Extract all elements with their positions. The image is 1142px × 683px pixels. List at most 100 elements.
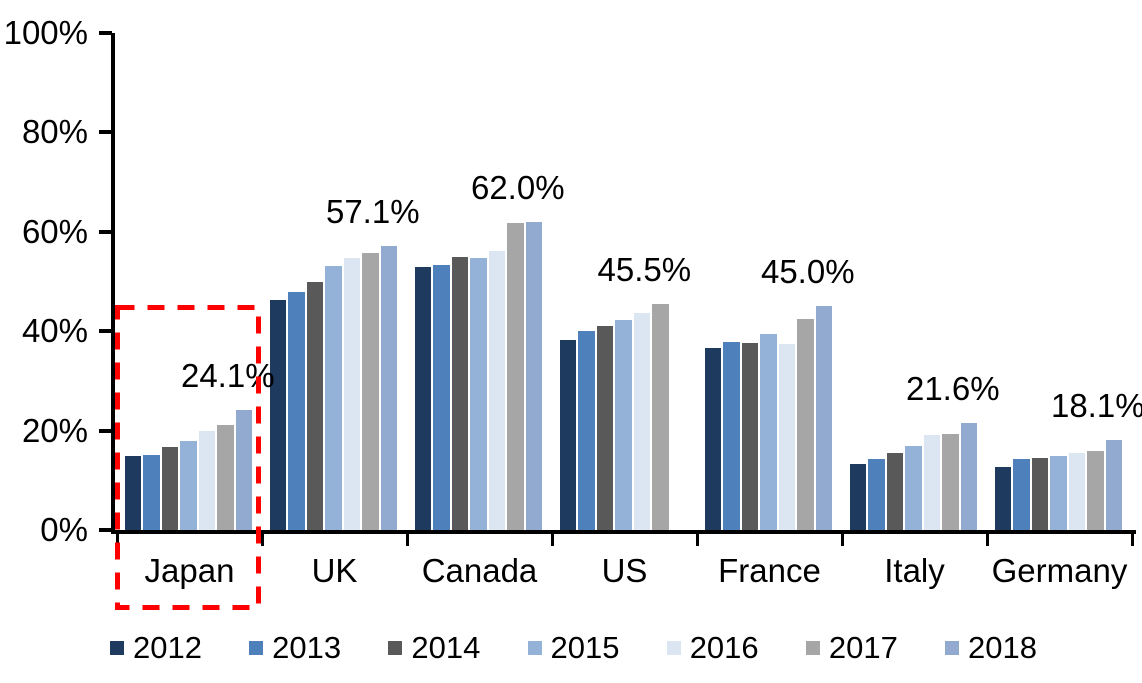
legend-item-2017: 2017	[805, 630, 898, 666]
data-label-italy: 21.6%	[905, 369, 1000, 407]
data-label-uk: 57.1%	[325, 193, 420, 231]
legend-swatch-icon	[945, 641, 960, 655]
data-label-germany: 18.1%	[1050, 387, 1142, 425]
legend-label: 2016	[689, 630, 759, 665]
bar-canada-2012	[415, 267, 432, 530]
legend-label: 2013	[272, 630, 342, 665]
bar-italy-2015	[905, 445, 922, 530]
legend-label: 2017	[828, 630, 898, 665]
y-tick-mark	[99, 130, 112, 135]
y-tick-label: 20%	[21, 411, 88, 449]
category-label-canada: Canada	[421, 552, 538, 589]
data-label-japan: 24.1%	[180, 357, 275, 395]
bar-uk-2014	[306, 281, 324, 530]
category-label-italy: Italy	[884, 552, 945, 589]
bar-japan-2013	[143, 455, 160, 530]
bar-italy-2013	[868, 458, 885, 530]
bar-france-2012	[705, 348, 722, 530]
bar-japan-2017	[217, 425, 234, 530]
legend-swatch-icon	[110, 641, 124, 655]
category-label-uk: UK	[311, 552, 358, 589]
bar-germany-2018	[1105, 440, 1122, 530]
x-axis-group-tick	[406, 532, 409, 546]
legend-label: 2012	[133, 630, 202, 665]
bar-japan-2014	[161, 446, 179, 530]
bar-france-2013	[723, 342, 740, 530]
y-axis-line	[111, 33, 115, 534]
legend-swatch-icon	[388, 641, 403, 655]
bar-uk-2013	[288, 291, 305, 530]
bar-canada-2014	[451, 257, 469, 530]
bar-france-2016	[778, 344, 796, 530]
data-label-us: 45.5%	[597, 250, 692, 288]
legend: 2012 2013 2014 2015 2016 2017 2018	[110, 628, 1037, 668]
y-tick-mark	[99, 31, 112, 35]
bar-germany-2017	[1087, 450, 1104, 530]
legend-label: 2015	[550, 630, 620, 665]
legend-swatch-icon	[666, 641, 681, 655]
legend-label: 2018	[968, 630, 1037, 665]
x-axis-group-tick	[551, 532, 554, 546]
bar-germany-2016	[1068, 453, 1086, 530]
bar-italy-2017	[942, 434, 959, 530]
category-label-us: US	[601, 552, 648, 589]
bar-japan-2015	[180, 440, 197, 530]
legend-label: 2014	[411, 630, 481, 665]
legend-item-2016: 2016	[666, 630, 759, 666]
category-label-japan: Japan	[144, 552, 235, 589]
category-label-germany: Germany	[991, 552, 1128, 589]
bar-italy-2014	[886, 453, 904, 530]
bar-uk-2016	[343, 258, 361, 530]
y-tick-label: 60%	[21, 212, 88, 250]
bar-uk-2012	[270, 299, 287, 530]
x-axis-group-tick	[1131, 532, 1134, 546]
x-axis-group-tick	[261, 532, 264, 546]
bar-canada-2018	[525, 221, 542, 530]
bar-uk-2017	[362, 253, 379, 530]
x-axis-group-tick	[986, 532, 989, 546]
bar-france-2017	[797, 319, 814, 530]
y-tick-mark	[99, 428, 112, 433]
y-tick-label: 40%	[21, 312, 88, 350]
x-axis-group-tick	[841, 532, 844, 546]
bar-canada-2017	[507, 223, 524, 530]
y-tick-mark	[99, 329, 112, 334]
bar-italy-2012	[850, 463, 867, 530]
bar-france-2015	[760, 333, 777, 530]
legend-swatch-icon	[249, 641, 264, 655]
bar-us-2015	[615, 320, 632, 530]
bar-uk-2018	[380, 246, 397, 530]
data-label-france: 45.0%	[760, 253, 855, 291]
legend-item-2014: 2014	[388, 630, 480, 666]
bar-germany-2014	[1031, 458, 1049, 530]
data-label-canada: 62.0%	[470, 168, 565, 206]
bar-france-2018	[815, 306, 832, 530]
bar-germany-2013	[1013, 459, 1030, 530]
bar-us-2014	[596, 326, 614, 530]
x-axis-group-tick	[696, 532, 699, 546]
x-axis-group-tick	[116, 532, 119, 546]
bar-canada-2015	[470, 258, 487, 530]
bar-uk-2015	[325, 265, 342, 530]
category-label-france: France	[718, 552, 821, 589]
legend-item-2015: 2015	[527, 630, 620, 666]
bar-canada-2016	[488, 250, 506, 530]
y-tick-mark	[99, 229, 112, 234]
legend-item-2012: 2012	[110, 630, 202, 666]
bar-us-2013	[578, 331, 595, 530]
y-tick-label: 100%	[3, 14, 88, 51]
legend-item-2018: 2018	[945, 630, 1037, 666]
bar-france-2014	[741, 342, 759, 530]
bar-us-2012	[560, 340, 577, 530]
y-tick-label: 80%	[21, 113, 88, 151]
legend-swatch-icon	[527, 641, 542, 655]
bar-japan-2016	[198, 430, 216, 530]
bar-canada-2013	[433, 265, 450, 530]
bar-us-2016	[633, 313, 651, 530]
bar-italy-2018	[960, 422, 977, 530]
y-tick-mark	[99, 528, 112, 532]
legend-swatch-icon	[805, 641, 820, 655]
bar-japan-2018	[235, 410, 252, 530]
bar-germany-2015	[1050, 456, 1067, 530]
